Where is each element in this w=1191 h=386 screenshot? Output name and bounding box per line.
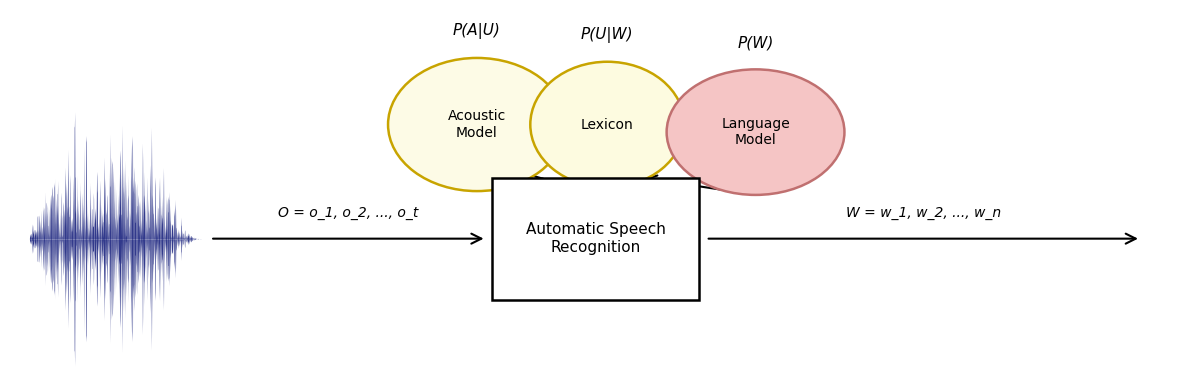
Text: P(W): P(W) [737, 36, 774, 50]
Text: Language
Model: Language Model [722, 117, 790, 147]
Text: Acoustic
Model: Acoustic Model [448, 109, 506, 140]
Text: P(A|U): P(A|U) [453, 23, 501, 39]
Text: O = o_1, o_2, ..., o_t: O = o_1, o_2, ..., o_t [279, 206, 418, 220]
Ellipse shape [530, 62, 685, 187]
Ellipse shape [667, 69, 844, 195]
Text: Lexicon: Lexicon [581, 117, 634, 132]
Bar [492, 178, 699, 300]
Text: Automatic Speech
Recognition: Automatic Speech Recognition [525, 222, 666, 255]
Text: W = w_1, w_2, ..., w_n: W = w_1, w_2, ..., w_n [846, 206, 1000, 220]
Ellipse shape [388, 58, 566, 191]
Text: P(U|W): P(U|W) [581, 27, 634, 43]
